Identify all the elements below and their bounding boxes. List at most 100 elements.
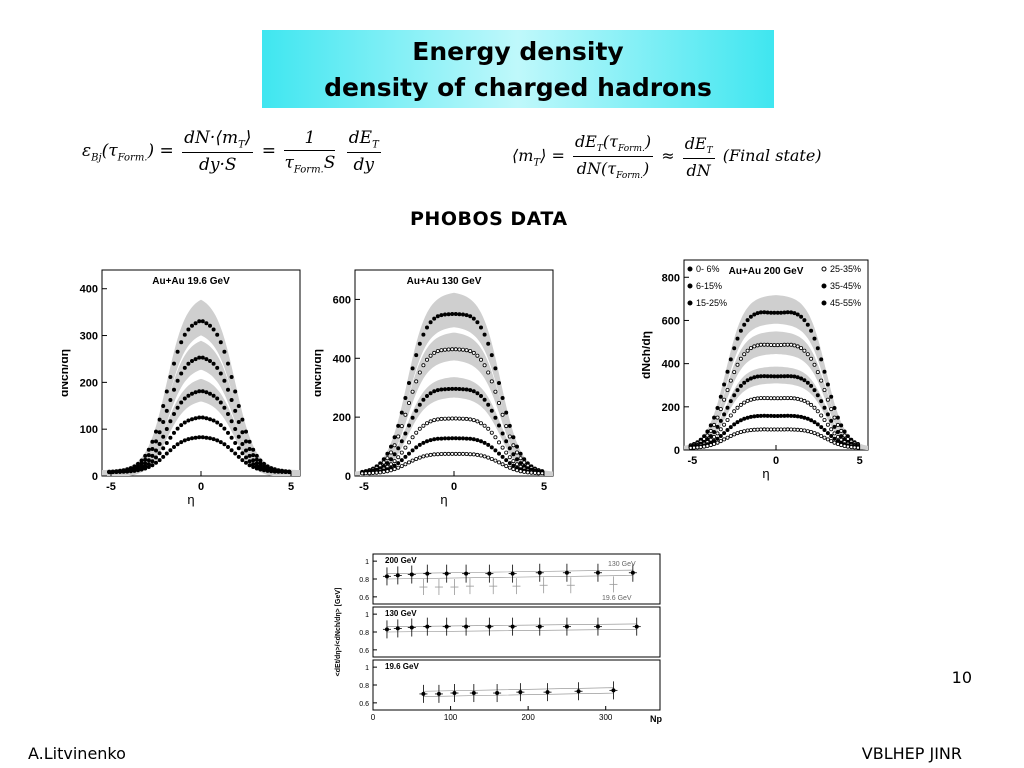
data-point: [164, 389, 169, 394]
data-point: [805, 400, 810, 405]
data-point: [758, 374, 763, 379]
data-point: [182, 332, 187, 337]
data-point: [758, 342, 763, 347]
data-point: [748, 397, 753, 402]
data-point: [425, 357, 430, 362]
data-point: [460, 387, 465, 392]
data-point: [765, 413, 770, 418]
legend-label: 6-15%: [696, 281, 722, 291]
data-point: [110, 470, 115, 475]
legend-label: 45-55%: [830, 298, 861, 308]
frac2-den-tau: τ: [284, 153, 294, 173]
data-point: [482, 363, 487, 368]
data-point: [207, 417, 212, 422]
data-point: [403, 462, 408, 467]
data-point: [822, 405, 827, 410]
data-point: [211, 418, 216, 423]
data-point: [414, 408, 419, 413]
mt-frac1-num: dE: [574, 132, 597, 151]
plot-130: 0 200 400 600 -5 0 5 Au+Au 130 GeV η dNch/dη: [310, 268, 560, 512]
data-point: [392, 452, 397, 457]
x-tick-label: 100: [444, 713, 458, 722]
data-point: [414, 430, 419, 435]
data-point: [758, 413, 763, 418]
data-point: [511, 452, 516, 457]
mt-open: ⟨m: [512, 146, 534, 166]
data-point: [712, 422, 717, 427]
band-label: 19.6 GeV: [602, 595, 632, 602]
data-point: [762, 310, 767, 315]
data-point: [132, 468, 137, 473]
data-point: [442, 416, 447, 421]
data-point: [453, 386, 458, 391]
data-point: [718, 407, 723, 412]
data-point: [392, 459, 397, 464]
data-point: [425, 421, 430, 426]
data-point: [146, 453, 151, 458]
data-point: [207, 359, 212, 364]
y-tick-label: 0.8: [359, 630, 369, 637]
data-point: [536, 471, 541, 476]
data-point: [161, 403, 166, 408]
y-tick-label: 0: [92, 471, 98, 483]
data-point: [272, 469, 277, 474]
data-point: [752, 427, 757, 432]
data-point: [410, 458, 415, 463]
data-point: [432, 316, 437, 321]
data-point: [825, 437, 830, 442]
data-point: [489, 379, 494, 384]
data-point: [482, 440, 487, 445]
mt-frac1-form: Form.: [617, 144, 645, 155]
data-point: [457, 451, 462, 456]
y-tick-label: 0: [674, 445, 680, 457]
x-tick-label: 0: [451, 481, 457, 493]
data-point: [802, 428, 807, 433]
data-point: [809, 402, 814, 407]
data-point: [236, 446, 241, 451]
y-tick-label: 800: [662, 272, 680, 284]
data-point: [164, 426, 169, 431]
data-point: [233, 426, 238, 431]
legend-label: 35-45%: [830, 281, 861, 291]
frac1-num: dN·⟨m: [184, 128, 239, 148]
data-point: [182, 365, 187, 370]
systematic-band: [102, 378, 300, 476]
data-point: [143, 453, 148, 458]
data-point: [758, 396, 763, 401]
data-point: [514, 444, 519, 449]
data-point: [450, 436, 455, 441]
data-point: [705, 443, 710, 448]
x-tick-label: 0: [371, 713, 376, 722]
data-point: [504, 424, 509, 429]
data-point: [705, 429, 710, 434]
data-point: [745, 415, 750, 420]
data-point: [778, 310, 783, 315]
data-point: [698, 445, 703, 450]
data-point: [154, 460, 159, 465]
data-point: [442, 347, 447, 352]
data-point: [251, 453, 256, 458]
data-point: [218, 423, 223, 428]
data-point: [825, 422, 830, 427]
data-point: [712, 434, 717, 439]
data-point: [475, 391, 480, 396]
data-point: [510, 571, 515, 576]
data-point: [795, 414, 800, 419]
data-point: [493, 458, 498, 463]
data-point: [197, 415, 202, 420]
data-point: [457, 387, 462, 392]
data-point: [728, 433, 733, 438]
data-point: [225, 430, 230, 435]
data-point: [164, 451, 169, 456]
data-point: [385, 456, 390, 461]
data-point: [225, 444, 230, 449]
data-point: [200, 355, 205, 360]
data-point: [795, 344, 800, 349]
title-line-1: Energy density: [412, 37, 624, 66]
data-point: [789, 413, 794, 418]
data-point: [722, 412, 727, 417]
data-point: [392, 435, 397, 440]
data-point: [399, 439, 404, 444]
data-point: [493, 366, 498, 371]
data-point: [460, 436, 465, 441]
